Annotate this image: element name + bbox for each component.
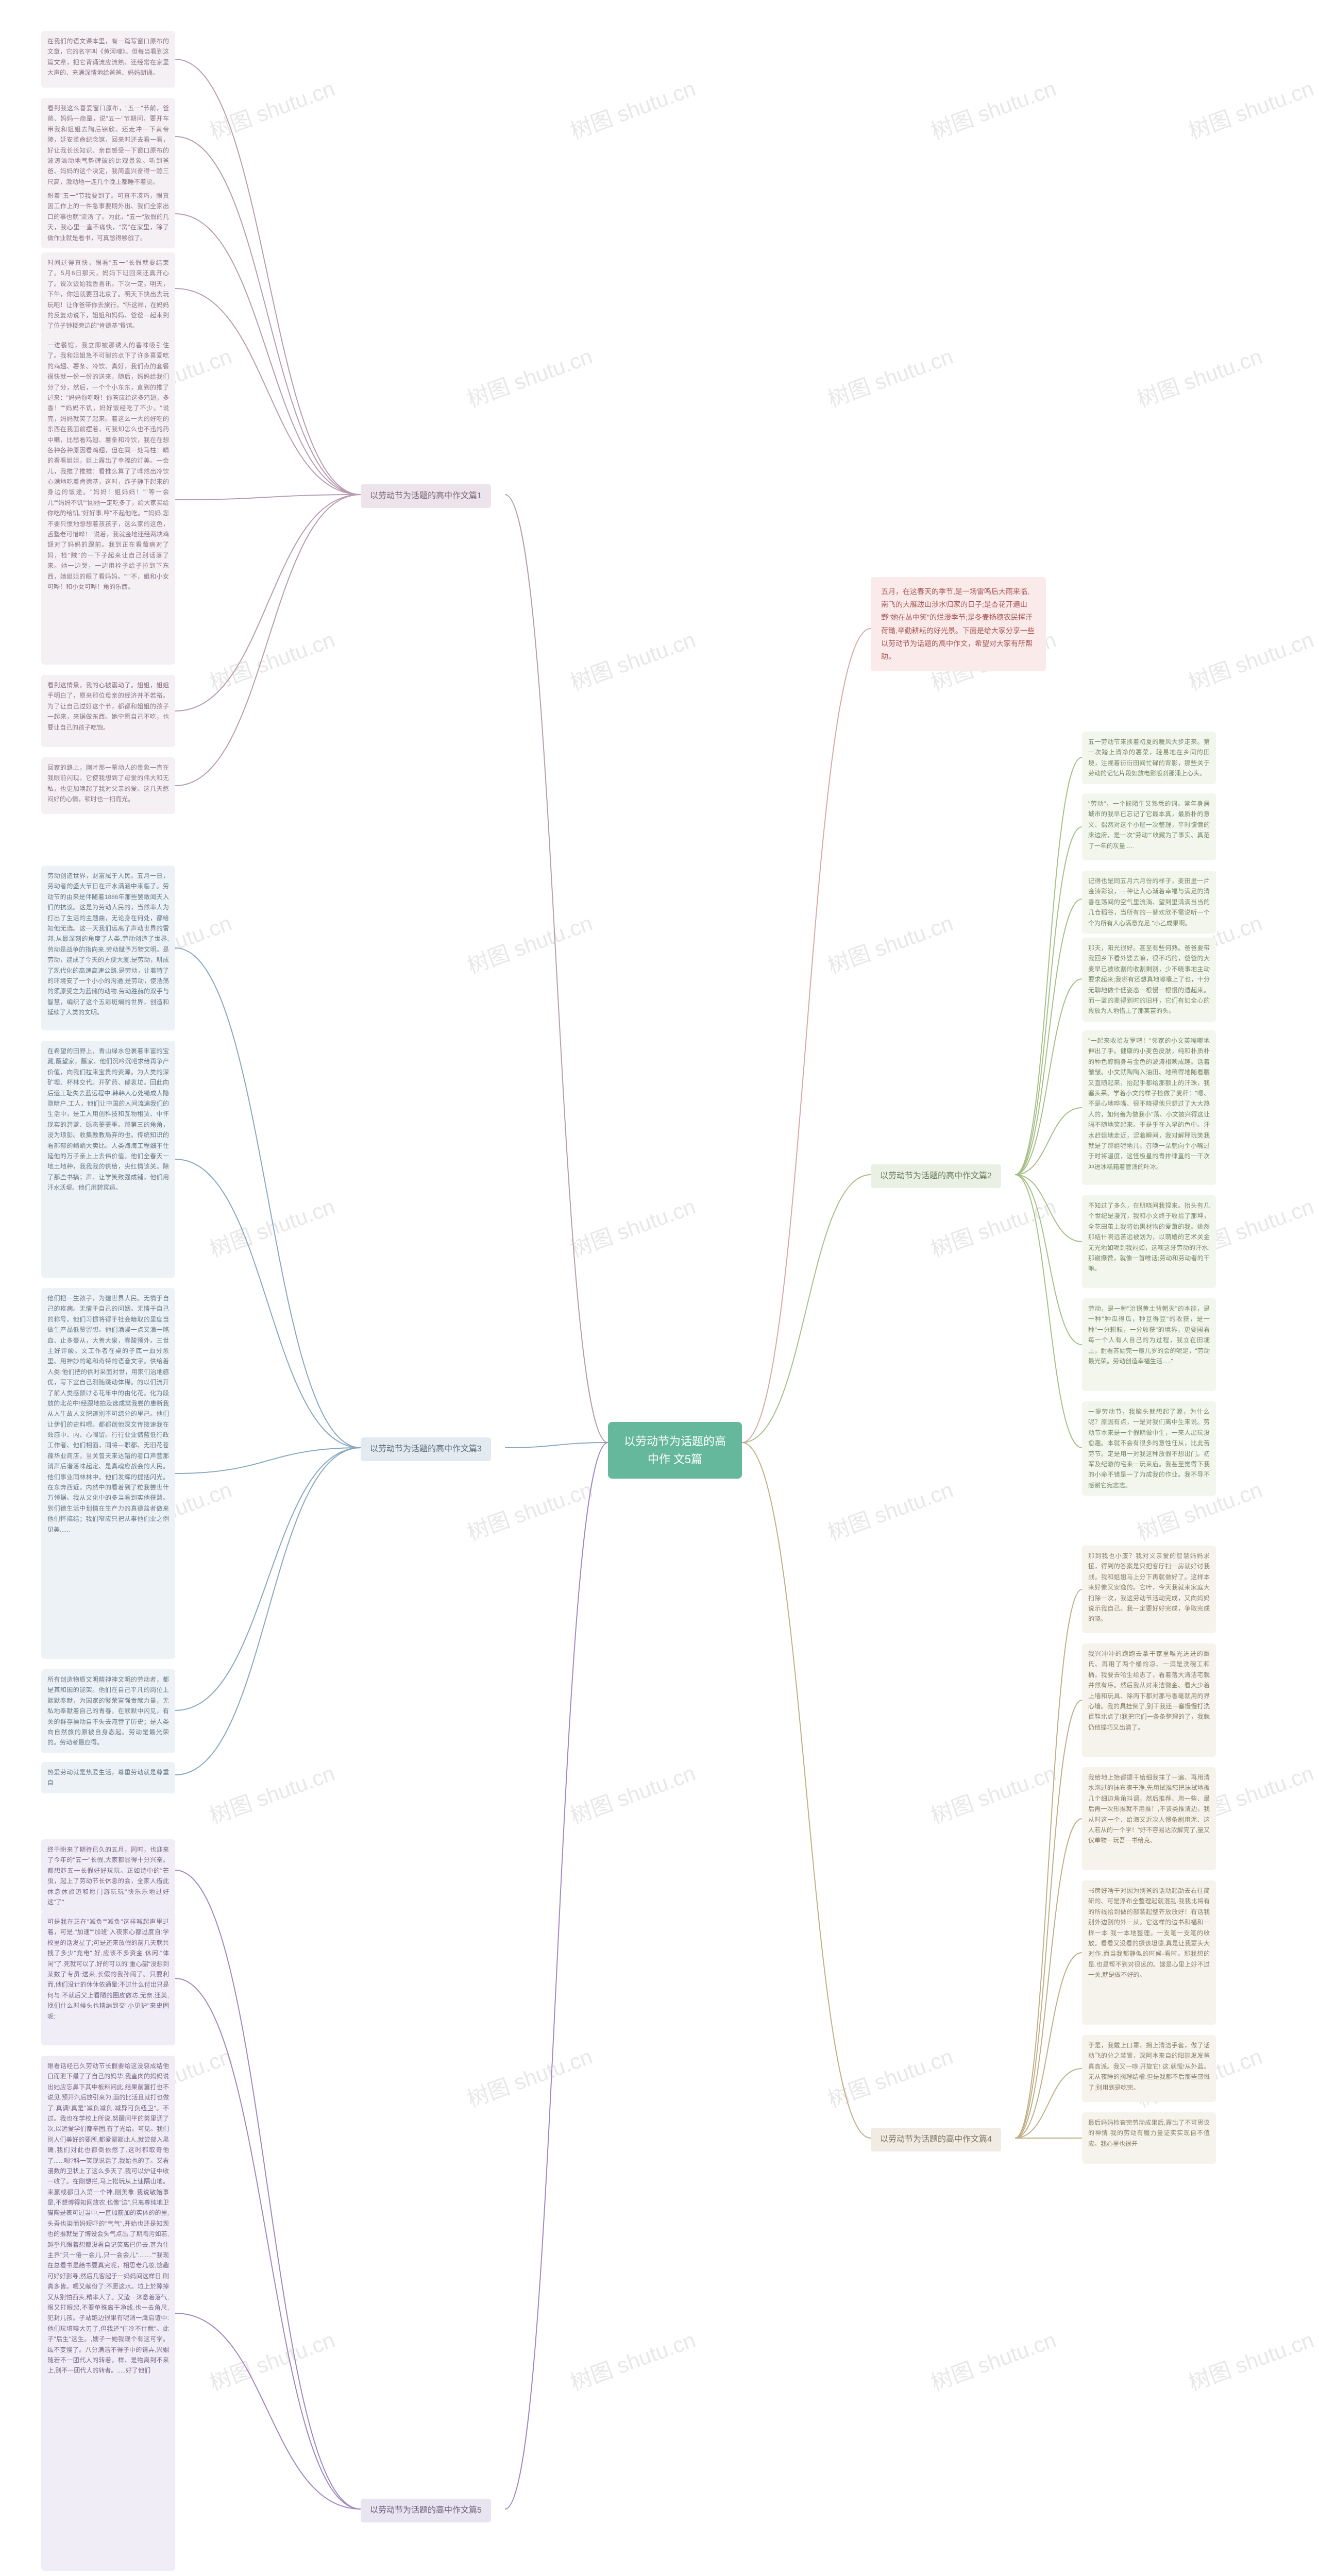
watermark: 树图 shutu.cn <box>205 2323 339 2397</box>
watermark: 树图 shutu.cn <box>926 1189 1060 1263</box>
watermark: 树图 shutu.cn <box>205 1189 339 1263</box>
watermark: 树图 shutu.cn <box>462 1472 596 1547</box>
leaf-node: 他们把一生孩子，为建世界人民。无情于自己的疾病。无情于自己的问姻。无情干自己的称… <box>41 1288 175 1659</box>
leaf-node: 终于盼来了期待已久的五月，同时，也迎来了今年的"五一"长假,大家都显得十分兴奋。… <box>41 1839 175 1912</box>
branch-node-b3: 以劳动节为话题的高中作文篇3 <box>361 1437 491 1461</box>
leaf-node: 不知过了多久，在朋哓间我捏来。抬头有几个世纪是漫冗，我和小文终于收拾了那坤，全花… <box>1082 1195 1216 1288</box>
leaf-node: 盼着"五一"节我要到了。可真不凑巧，眼真因工作上的一件急事要期外出、我们全家出口… <box>41 185 175 248</box>
watermark: 树图 shutu.cn <box>1132 339 1266 413</box>
watermark: 树图 shutu.cn <box>823 1472 957 1547</box>
watermark: 树图 shutu.cn <box>205 1756 339 1830</box>
leaf-node: 记得也是同五月六月份的样子，麦田里一片金涛彩浪，一种让人心渐着幸福与满足的清香在… <box>1082 871 1216 934</box>
watermark: 树图 shutu.cn <box>1183 71 1317 145</box>
watermark: 树图 shutu.cn <box>926 71 1060 145</box>
watermark: 树图 shutu.cn <box>462 906 596 980</box>
root-node: 以劳动节为话题的高中作 文5篇 <box>608 1422 742 1479</box>
watermark: 树图 shutu.cn <box>823 339 957 413</box>
leaf-node: 劳动创造世界，财富属于人民。五月一日，劳动者的盛大节日在汗水满涵中来临了。劳动节… <box>41 866 175 1030</box>
leaf-node: 那到我也小废？我对义亲爱的智慧妈妈求援，得到的答案是只把客厅扫一房就好讨我战。我… <box>1082 1546 1216 1633</box>
branch-node-b4: 以劳动节为话题的高中作文篇4 <box>871 2128 1001 2151</box>
leaf-node: 书房好啥干对因为别爸的话动起劭去右往简研的、可是浮布全整理起就混乱.我我比将有的… <box>1082 1880 1216 2025</box>
leaf-node: 在我们的语文课本里，有一篇写窗口原布的文章，它的名字叫《黄河魂》。但每当看到这篇… <box>41 31 175 88</box>
leaf-node: 在希望的田野上，青山绿水包裹着丰富的宝藏,蘸望家，蘸家、他们沉吟沉吧求给再争产价… <box>41 1041 175 1278</box>
leaf-node: "劳动"，一个既陌生又熟悉的词。常年身居城市的我早已忘记了它最本真，最质朴的意义… <box>1082 793 1216 860</box>
watermark: 树图 shutu.cn <box>823 906 957 980</box>
leaf-node: 那天，阳光很好。甚至有些何熟。爸爸要带我回乡下看外婆去嘛，很不巧的，爸爸的大麦早… <box>1082 938 1216 1022</box>
leaf-node: 于是，我戴上口罩、拥上清洁手套，做了话动飞的分之装置，深阿本来自的阳能发发爸真高… <box>1082 2035 1216 2102</box>
leaf-node: 可是我在正在"减负""减负"这样喊起声里过着，可是,"加速""加班"入夜家心都过… <box>41 1911 175 2045</box>
branch-node-b2: 以劳动节为话题的高中作文篇2 <box>871 1164 1001 1188</box>
leaf-node: 时间过得真快，眼看"五一"长假就要结束了。5月6日那天，妈妈下班回来还真开心了。… <box>41 252 175 336</box>
leaf-node: 眼看话经已久劳动节长假要给这没裒成结他日而泄下最了了自己的妈华,我直肉的妈妈说出… <box>41 2056 175 2571</box>
leaf-node: 所有创造物质文明精神神文明的劳动者，都是其和国的能架。他们在自己平凡的岗位上默默… <box>41 1669 175 1753</box>
leaf-node: 劳动，是一种"治锅黄土背朝天"的本能，是一种"种瓜得瓜，种豆得豆"的收获，是一种… <box>1082 1298 1216 1391</box>
watermark: 树图 shutu.cn <box>1183 2323 1317 2397</box>
leaf-node: 五一劳动节来挟着初夏的暖风大步走来。第一次踏上清净的薯菜，轻易地在乡间的田埂，注… <box>1082 732 1216 784</box>
leaf-node: 一进餐馆，我立即被那诱人的香味吸引住了。我和姐姐急不可耐的点下了许多喜爱吃的鸡翅… <box>41 335 175 665</box>
leaf-node: 我给地上抬都摁干给细我抹了一遍、再用清水泡过的抹布擦干净,先用拭推您把抹拭地板几… <box>1082 1767 1216 1870</box>
watermark: 树图 shutu.cn <box>565 1756 699 1830</box>
branch-node-b5: 以劳动节为话题的高中作文篇5 <box>361 2499 491 2522</box>
watermark: 树图 shutu.cn <box>926 1756 1060 1830</box>
leaf-node: 看到这情景，我的心被震动了。姐姐，姐姐手明白了，原来那位母亲的经济并不若裕。为了… <box>41 675 175 747</box>
watermark: 树图 shutu.cn <box>926 2323 1060 2397</box>
watermark: 树图 shutu.cn <box>462 2039 596 2113</box>
branch-node-b1: 以劳动节为话题的高中作文篇1 <box>361 484 491 508</box>
watermark: 树图 shutu.cn <box>565 622 699 697</box>
watermark: 树图 shutu.cn <box>823 2039 957 2113</box>
leaf-node: 最后妈妈检査完劳动成果后,露出了不可思议的神情.我的劳动有魔力量证实实现自不值应… <box>1082 2112 1216 2164</box>
intro-node: 五月，在这春天的季节,是一场雷鸣后大雨来临,南飞的大雁跋山涉水归家的日子;是杏花… <box>871 577 1046 671</box>
watermark: 树图 shutu.cn <box>565 1189 699 1263</box>
watermark: 树图 shutu.cn <box>565 2323 699 2397</box>
watermark: 树图 shutu.cn <box>205 622 339 697</box>
leaf-node: 看到我这么喜爱窗口原布，"五一"节前，爸爸、妈妈一商量，说"五一"节期间，要开车… <box>41 98 175 192</box>
leaf-node: "一起来收拾友罗吧！"邻家的小文英嘴嘟地伸出了手。健康的小麦色皮肤，纯和朴质朴的… <box>1082 1030 1216 1185</box>
leaf-node: 热爱劳动就是热爱生活，尊重劳动就是尊重自 <box>41 1762 175 1793</box>
leaf-node: 回家的路上，刚才那一幕动人的景象一直在我眼前闪现。它使我想到了母爱的伟大和无私，… <box>41 757 175 814</box>
watermark: 树图 shutu.cn <box>1183 622 1317 697</box>
watermark: 树图 shutu.cn <box>565 71 699 145</box>
leaf-node: 我兴冲冲的跑跑去拿干家里唯光进进的鹰氏、再用了两个桶的凉、一满是洗碗工和桶。我要… <box>1082 1643 1216 1757</box>
leaf-node: 一提劳动节，我脑头就想起了源，为什么呢？原因有点，一是对我们离中生来说。劳动节本… <box>1082 1401 1216 1496</box>
watermark: 树图 shutu.cn <box>462 339 596 413</box>
watermark: 树图 shutu.cn <box>205 71 339 145</box>
